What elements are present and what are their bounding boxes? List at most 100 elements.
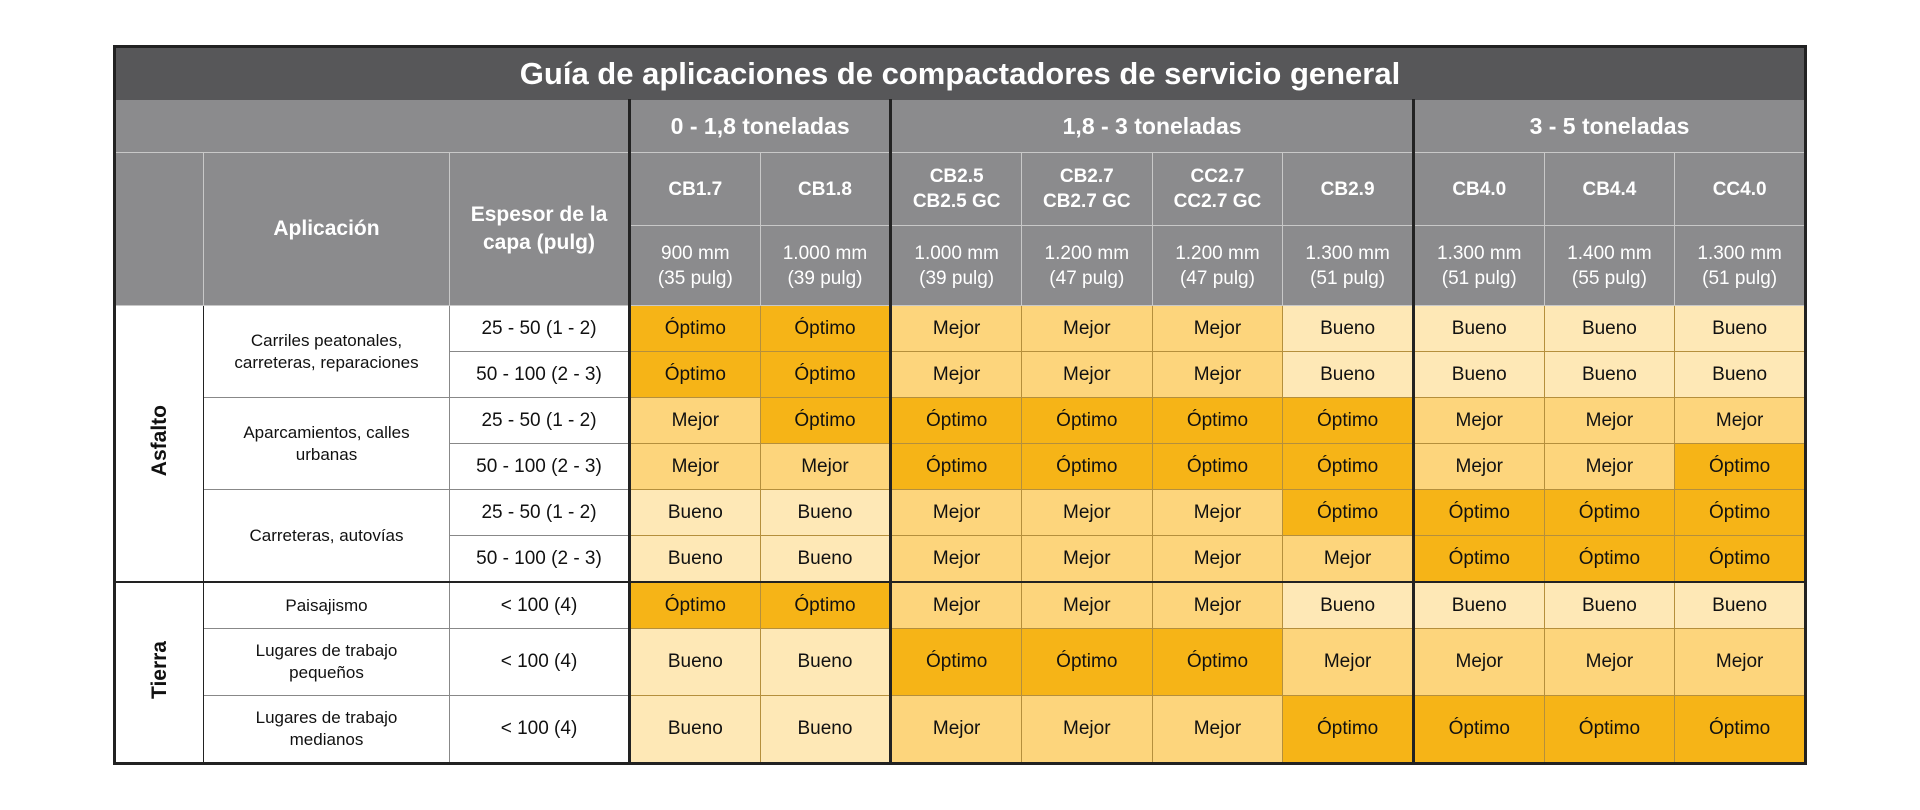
model-name-line: CC2.7 <box>1190 166 1245 187</box>
rating-cell: Mejor <box>889 695 1022 764</box>
rating-cell: Bueno <box>759 695 892 764</box>
section-label: Asfalto <box>114 305 204 583</box>
rating-cell: Óptimo <box>759 581 892 629</box>
rating-cell: Óptimo <box>1411 695 1545 764</box>
thickness-header: Espesor de la capa (pulg) <box>449 152 630 306</box>
rating-cell: Óptimo <box>1282 489 1414 536</box>
rating-cell: Mejor <box>1020 305 1153 352</box>
model-width-line: (39 pulg) <box>787 267 863 289</box>
model-width: 1.400 mm (55 pulg) <box>1543 225 1676 306</box>
rating-cell: Mejor <box>1411 397 1545 444</box>
model-width-line: (35 pulg) <box>657 267 733 289</box>
model-name: CB2.5 CB2.5 GC <box>889 152 1022 226</box>
model-width-line: 900 mm <box>661 242 730 264</box>
table-body: Guía de aplicaciones de compactadores de… <box>113 46 1807 764</box>
guide-table: Guía de aplicaciones de compactadores de… <box>113 45 1808 765</box>
model-width-line: 1.200 mm <box>1044 242 1130 264</box>
rating-cell: Óptimo <box>1674 489 1807 536</box>
model-width: 1.300 mm (51 pulg) <box>1411 225 1545 306</box>
rating-cell: Mejor <box>1151 489 1284 536</box>
rating-cell: Mejor <box>1282 535 1414 583</box>
data-row: Carreteras, autovías 25 - 50 (1 - 2) Bueno… <box>115 489 1807 583</box>
rating-cell: Mejor <box>1674 628 1807 696</box>
model-width: 1.300 mm (51 pulg) <box>1674 225 1807 306</box>
model-width: 1.200 mm (47 pulg) <box>1151 225 1284 306</box>
rating-cell: Óptimo <box>1020 397 1153 444</box>
rating-cell: Bueno <box>759 535 892 583</box>
model-name-line: CB1.7 <box>668 178 723 200</box>
rating-cell: Bueno <box>628 489 761 536</box>
model-width-line: 1.300 mm <box>1697 242 1782 264</box>
header-blank <box>114 152 204 306</box>
model-width-line: (47 pulg) <box>1049 267 1125 289</box>
rating-cell: Óptimo <box>1282 397 1414 444</box>
rating-cell: Bueno <box>1411 581 1545 629</box>
rating-cell: Bueno <box>1543 305 1676 352</box>
rating-cell: Bueno <box>1411 305 1545 352</box>
rating-cell: Óptimo <box>1674 535 1807 583</box>
rating-cell: Mejor <box>1151 535 1284 583</box>
model-name: CB1.8 <box>759 152 892 226</box>
table-title: Guía de aplicaciones de compactadores de… <box>113 46 1807 100</box>
model-name: CB4.4 <box>1543 152 1676 226</box>
rating-cell: Óptimo <box>889 628 1022 696</box>
rating-cell: Bueno <box>628 535 761 583</box>
rating-cell: Mejor <box>889 351 1022 398</box>
rating-cell: Óptimo <box>889 397 1022 444</box>
rating-cell: Óptimo <box>1411 489 1545 536</box>
rating-cell: Mejor <box>1020 695 1153 764</box>
rating-cell: Mejor <box>1543 397 1676 444</box>
rating-cell: Mejor <box>889 489 1022 536</box>
rating-cell: Óptimo <box>1674 443 1807 490</box>
rating-cell: Bueno <box>1674 305 1807 352</box>
model-name: CC2.7 CC2.7 GC <box>1151 152 1284 226</box>
rating-cell: Óptimo <box>1020 443 1153 490</box>
model-width-line: 1.000 mm <box>782 242 868 264</box>
model-width: 1.300 mm (51 pulg) <box>1282 225 1414 306</box>
rating-cell: Mejor <box>1151 695 1284 764</box>
model-width: 1.000 mm (39 pulg) <box>889 225 1022 306</box>
rating-cell: Mejor <box>889 535 1022 583</box>
rating-cell: Mejor <box>1674 397 1807 444</box>
model-row: Aplicación Espesor de la capa (pulg) CB1.7… <box>114 152 1807 306</box>
rating-cell: Bueno <box>628 628 761 696</box>
model-width-line: (51 pulg) <box>1310 267 1386 289</box>
rating-cell: Óptimo <box>1282 695 1414 764</box>
weight-group: 1,8 - 3 toneladas <box>889 99 1414 153</box>
rating-cell: Óptimo <box>1151 397 1284 444</box>
model-name: CB2.7 CB2.7 GC <box>1020 152 1153 226</box>
rating-cell: Óptimo <box>1411 535 1545 583</box>
rating-cell: Bueno <box>759 628 892 696</box>
rating-cell: Óptimo <box>628 305 761 352</box>
model-width: 1.200 mm (47 pulg) <box>1020 225 1153 306</box>
rating-cell: Óptimo <box>1543 489 1676 536</box>
data-row: Asfalto Carriles peatonales, carreteras, … <box>114 305 1807 583</box>
model-width-line: (55 pulg) <box>1571 267 1647 289</box>
rating-cell: Mejor <box>1151 351 1284 398</box>
rating-cell: Mejor <box>1411 628 1545 696</box>
application-label: Paisajismo <box>203 581 450 629</box>
model-width: 900 mm (35 pulg) <box>628 225 761 306</box>
rating-cell: Bueno <box>1282 581 1414 629</box>
rating-cell: Mejor <box>1020 351 1153 398</box>
thickness: 50 - 100 (2 - 3) <box>449 535 630 583</box>
data-row: Lugares de trabajo pequeños < 100 (4) Buen… <box>115 628 1807 696</box>
data-row: 50 - 100 (2 - 3) Mejor Mejor Óptimo Óptimo Óp… <box>115 443 1807 490</box>
rating-cell: Mejor <box>1411 443 1545 490</box>
rating-cell: Óptimo <box>1020 628 1153 696</box>
thickness: < 100 (4) <box>449 581 630 629</box>
weight-group: 0 - 1,8 toneladas <box>627 99 892 153</box>
model-name-line: CB4.0 <box>1452 178 1507 200</box>
application-label: Lugares de trabajo pequeños <box>203 628 450 696</box>
model-width-line: (47 pulg) <box>1179 267 1255 289</box>
thickness: 50 - 100 (2 - 3) <box>449 443 630 490</box>
header-blank <box>114 99 630 153</box>
model-width: 1.000 mm (39 pulg) <box>759 225 892 306</box>
rating-cell: Mejor <box>1151 581 1284 629</box>
rating-cell: Bueno <box>628 695 761 764</box>
rating-cell: Bueno <box>1543 581 1676 629</box>
model-width-line: 1.200 mm <box>1175 242 1260 264</box>
rating-cell: Mejor <box>1020 535 1153 583</box>
model-name-line: CB4.4 <box>1582 178 1637 200</box>
rating-cell: Óptimo <box>759 351 892 398</box>
